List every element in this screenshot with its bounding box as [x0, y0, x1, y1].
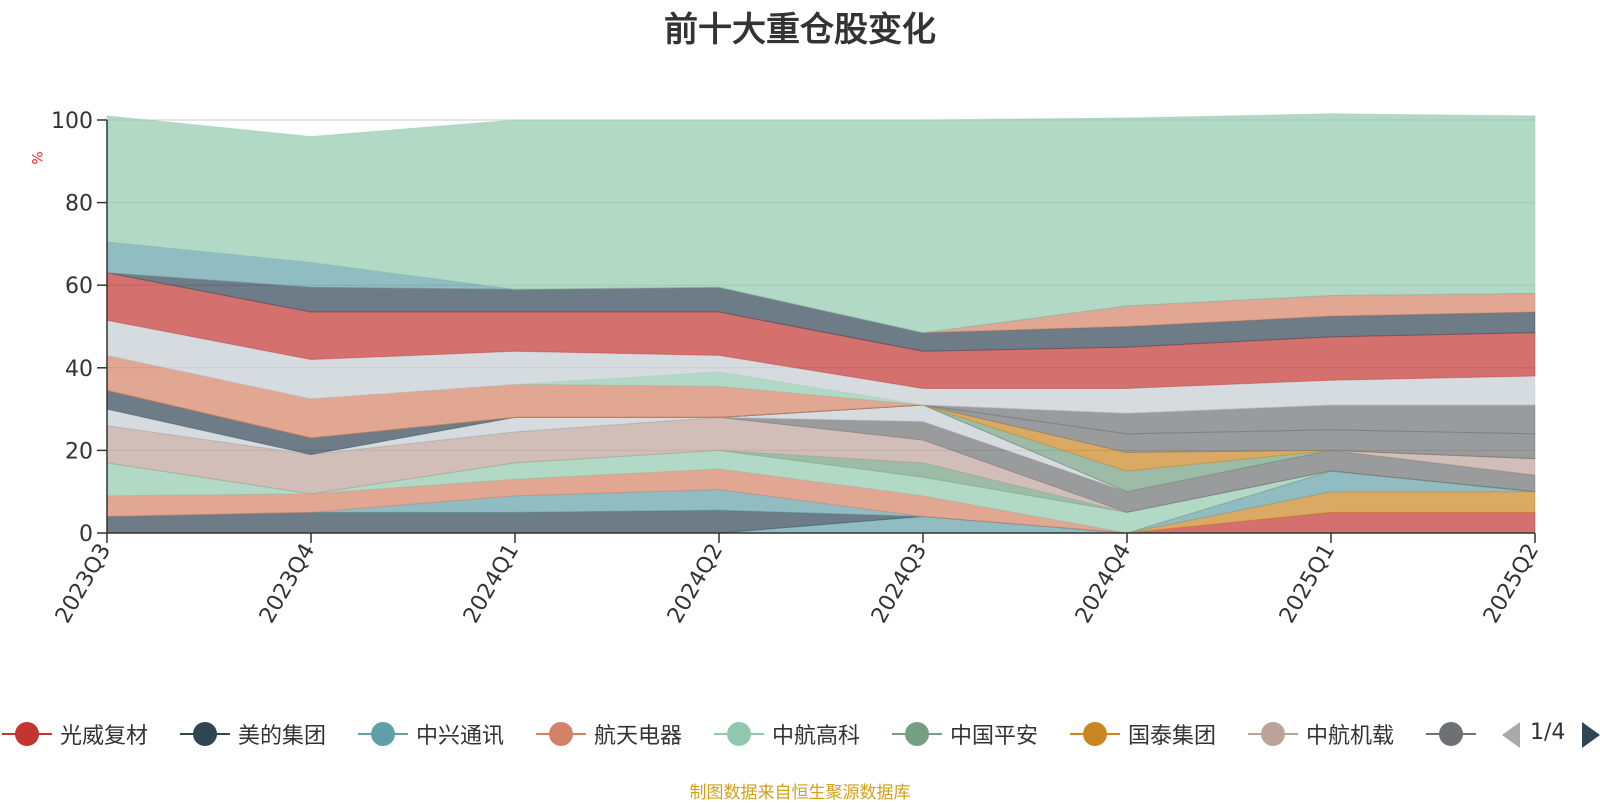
- y-tick-label: 100: [51, 109, 93, 134]
- legend-marker-icon: [536, 722, 586, 746]
- x-tick-label: 2025Q2: [1479, 540, 1544, 628]
- legend-items: 光威复材 美的集团 中兴通讯 航天电器 中航高科 中国平安 国泰集团 中航机载: [0, 712, 1500, 756]
- stacked-area-chart: 0 20 40 60 80 100 2023Q3 2023Q4 2024Q1 2024Q2 2024…: [51, 109, 1544, 628]
- legend-item[interactable]: 中航高科: [714, 712, 860, 756]
- y-tick-label: 60: [65, 274, 93, 299]
- legend-pager: 1/4: [1500, 712, 1600, 756]
- source-note: 制图数据来自恒生聚源数据库: [689, 783, 911, 803]
- legend-item-label: 航天电器: [594, 724, 683, 749]
- y-axis-label: %: [30, 151, 47, 165]
- area-series-24[interactable]: [106, 113, 1536, 334]
- legend-marker-icon: [2, 722, 52, 746]
- legend-item-label: 中航高科: [772, 724, 861, 749]
- chart-title: 前十大重仓股变化: [664, 10, 936, 50]
- legend-marker-icon: [1070, 722, 1120, 746]
- legend-item-label: 光威复材: [60, 724, 149, 749]
- legend-item-label: 国泰集团: [1128, 724, 1217, 749]
- legend-marker-icon: [1426, 722, 1476, 746]
- y-tick-label: 40: [65, 357, 93, 382]
- x-tick-label: 2025Q1: [1275, 540, 1340, 628]
- x-tick-label: 2024Q4: [1071, 540, 1136, 628]
- y-tick-label: 0: [79, 522, 93, 547]
- page-prev-icon[interactable]: [1500, 720, 1522, 750]
- legend-page-label: 1/4: [1530, 720, 1566, 745]
- legend-item-label: 美的集团: [238, 724, 327, 749]
- y-tick-label: 20: [65, 439, 93, 464]
- legend-item[interactable]: 国泰集团: [1070, 712, 1216, 756]
- x-tick-label: 2023Q3: [51, 540, 116, 628]
- legend-marker-icon: [892, 722, 942, 746]
- legend-item[interactable]: 中兴通讯: [358, 712, 504, 756]
- legend: 光威复材 美的集团 中兴通讯 航天电器 中航高科 中国平安 国泰集团 中航机载 1/4: [0, 712, 1600, 756]
- page-next-icon[interactable]: [1580, 720, 1600, 750]
- legend-marker-icon: [714, 722, 764, 746]
- legend-item[interactable]: 中国平安: [892, 712, 1038, 756]
- legend-marker-icon: [358, 722, 408, 746]
- legend-item[interactable]: 美的集团: [180, 712, 326, 756]
- legend-item-label: 中航机载: [1306, 724, 1395, 749]
- legend-item-label: 中国平安: [950, 724, 1039, 749]
- legend-item[interactable]: [1426, 712, 1484, 756]
- legend-item[interactable]: 航天电器: [536, 712, 682, 756]
- legend-marker-icon: [180, 722, 230, 746]
- legend-item[interactable]: 中航机载: [1248, 712, 1394, 756]
- x-tick-label: 2023Q4: [255, 540, 320, 628]
- legend-item[interactable]: 光威复材: [2, 712, 148, 756]
- x-tick-label: 2024Q3: [867, 540, 932, 628]
- legend-marker-icon: [1248, 722, 1298, 746]
- y-tick-label: 80: [65, 192, 93, 217]
- legend-item-label: 中兴通讯: [416, 724, 505, 749]
- x-tick-label: 2024Q1: [459, 540, 524, 628]
- x-tick-label: 2024Q2: [663, 540, 728, 628]
